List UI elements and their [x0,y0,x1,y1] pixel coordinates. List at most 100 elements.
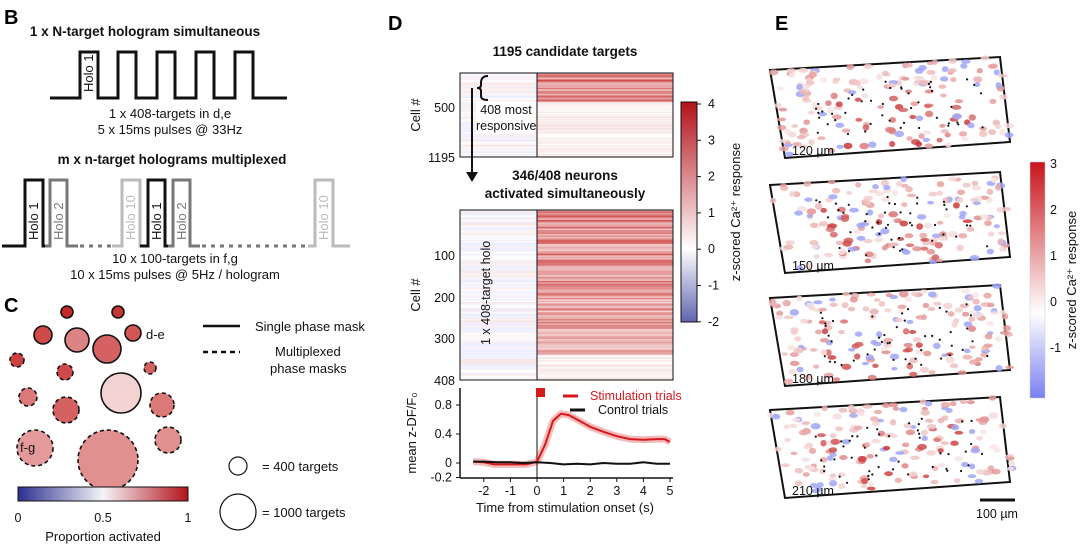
heatmap-row-pre [460,143,537,145]
cell-roi [784,128,791,135]
target-dot [920,363,923,366]
cell-roi [861,93,869,98]
cell-roi [841,439,851,445]
heatmap-row-pre [460,239,537,242]
cell-roi [814,203,823,210]
cell-roi [976,469,985,475]
cell-roi [975,418,984,422]
target-dot [884,226,888,229]
cell-roi [995,82,1002,89]
y-tick-label: 0.8 [435,398,452,412]
cell-roi [808,305,816,311]
target-dot [831,319,835,323]
target-dot [950,105,953,108]
heatmap-row-post [537,145,673,148]
heatmap-row-post [537,358,673,361]
cell-roi [918,133,925,139]
cell-roi [915,342,923,348]
target-dot [865,213,868,216]
cell-roi [973,76,983,83]
cell-roi [954,307,964,313]
heatmap-row-post [537,108,673,110]
heatmap-row-pre [460,154,537,156]
cell-roi [838,329,846,335]
cell-roi [989,98,997,105]
cell-roi [1004,132,1014,138]
heatmap-row-pre [460,143,537,146]
heatmap-row-post [537,341,673,344]
heatmap-row-pre [460,313,537,316]
cell-roi [972,312,983,318]
heatmap-row-post [537,347,673,350]
heatmap-row-post [537,280,673,283]
target-dot [893,202,897,206]
heatmap-row-post [537,106,673,108]
cell-roi [984,333,993,340]
cell-roi [876,74,883,81]
cell-roi [889,353,900,360]
heatmap-row-pre [460,262,537,265]
cell-roi [973,82,981,88]
heatmap-row-post [537,85,673,87]
heatmap-row-pre [460,263,537,266]
heatmap-row-pre [460,321,537,324]
heatmap-row-post [537,74,673,77]
heatmap-row-post [537,229,673,232]
colorbar-d-label: z-scored Ca²⁺ response [728,143,743,281]
depth-label: 180 µm [792,372,834,386]
heatmap-row-post [537,117,673,120]
heatmap-row-pre [460,323,537,326]
cell-roi [774,446,782,452]
cell-roi [835,122,845,128]
target-dot [934,223,937,227]
cell-roi [937,236,948,241]
cell-roi [819,337,829,343]
heatmap-row-pre [460,74,537,77]
heatmap-mid-frame [459,209,674,381]
cell-roi [832,77,841,82]
cell-roi [864,258,872,264]
heatmap-row-pre [460,354,537,357]
heatmap-row-pre [460,88,537,91]
heatmap-row-pre [460,227,537,229]
ylabel: mean z-DF/F₀ [404,392,419,473]
cell-roi [829,473,837,478]
cell-roi [895,181,903,187]
target-dot [918,436,921,439]
target-dot [823,465,826,468]
cell-roi [937,448,944,453]
holo-label: Holo 2 [51,202,66,240]
colorbar-c [17,486,189,502]
heatmap-row-pre [460,300,537,303]
cell-roi [777,124,787,131]
cell-roi [926,423,937,430]
cell-roi [904,233,914,239]
holo-label: Holo 1 [81,54,96,92]
heatmap-row-post [537,224,673,226]
cell-roi [969,254,980,262]
target-dot [828,360,832,363]
cell-roi [921,435,928,442]
cell-roi [872,363,879,368]
heatmap-row-post [537,272,673,275]
series-line-stimulation [473,412,671,466]
heatmap-row-pre [460,365,537,368]
pulse-holo1b [140,178,172,248]
cell-roi [813,411,821,417]
heatmap-row-pre [460,238,537,241]
heatmap-row-post [537,262,673,265]
cell-roi [799,89,806,95]
cell-roi [868,189,878,194]
pulse-holo2 [45,178,78,248]
line-plot: 0.80.40-0.2-2 -1 0 1 2 3 4 5 [430,388,674,498]
pulse-holo1 [2,178,50,248]
heatmap-row-post [537,375,673,378]
heatmap-row-pre [460,279,537,282]
cell-roi [804,373,812,381]
cell-roi [819,77,827,83]
cell-roi [839,455,848,460]
heatmap-row-post [537,293,673,296]
cell-roi [948,230,958,238]
target-dot [899,211,902,214]
